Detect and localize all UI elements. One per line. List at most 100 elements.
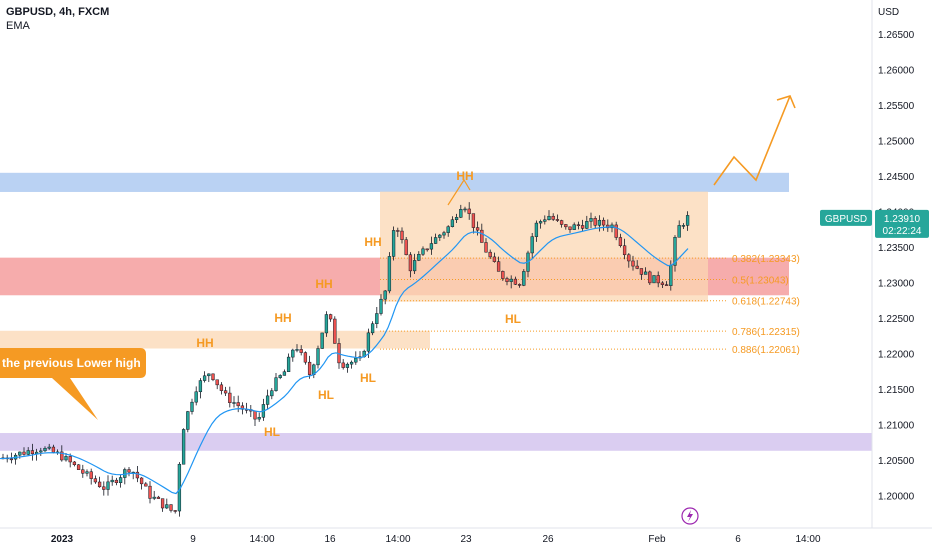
- candle-down: [513, 278, 518, 285]
- symbol-title[interactable]: GBPUSD, 4h, FXCM: [6, 6, 110, 18]
- y-tick: 1.25500: [878, 101, 915, 112]
- candle-up: [282, 371, 287, 376]
- candle-down: [648, 271, 652, 284]
- candle-up: [530, 236, 534, 254]
- candle-down: [127, 469, 131, 473]
- candle-down: [618, 237, 623, 247]
- x-tick: 14:00: [249, 534, 274, 545]
- candle-down: [627, 254, 631, 262]
- candle-up: [64, 456, 68, 461]
- candle-down: [664, 284, 669, 286]
- candle-up: [463, 208, 467, 211]
- structure-label: HL: [360, 371, 376, 385]
- candle-up: [412, 260, 417, 272]
- candle-up: [379, 298, 383, 314]
- structure-label: HL: [318, 388, 334, 402]
- candle-down: [228, 392, 232, 403]
- candle-down: [303, 352, 308, 363]
- candle-up: [291, 349, 295, 358]
- resistance-zone: [0, 172, 789, 192]
- candle-down: [396, 230, 400, 232]
- old-zone: [0, 330, 430, 349]
- y-tick: 1.26500: [878, 30, 915, 41]
- candle-down: [656, 275, 660, 284]
- candle-down: [660, 282, 665, 285]
- candle-down: [580, 225, 585, 229]
- candle-down: [160, 498, 165, 509]
- indicator-label[interactable]: EMA: [6, 20, 30, 32]
- candle-down: [475, 227, 480, 231]
- candle-up: [387, 256, 392, 292]
- y-tick: 1.20000: [878, 492, 915, 503]
- candle-down: [635, 265, 639, 269]
- candle-down: [639, 268, 644, 275]
- x-tick: 9: [190, 534, 196, 545]
- time-axis: [0, 528, 932, 550]
- candle-up: [194, 391, 198, 403]
- bar-countdown: 02:22:24: [883, 226, 922, 237]
- candle-down: [144, 483, 148, 487]
- candle-up: [316, 348, 320, 366]
- candle-down: [400, 230, 404, 240]
- candle-down: [76, 464, 81, 470]
- candle-up: [257, 417, 261, 420]
- candle-down: [614, 224, 618, 238]
- price-badge[interactable]: [875, 209, 929, 238]
- candle-up: [538, 221, 543, 224]
- candle-down: [307, 361, 312, 375]
- candle-up: [417, 254, 421, 261]
- candle-up: [106, 481, 110, 490]
- candle-up: [152, 496, 156, 499]
- candle-down: [173, 510, 177, 512]
- x-tick: 6: [735, 534, 741, 545]
- candle-down: [211, 373, 215, 381]
- candle-up: [459, 209, 463, 218]
- candle-down: [517, 284, 522, 286]
- candle-down: [139, 477, 144, 485]
- lightning-icon[interactable]: [681, 507, 699, 525]
- candle-down: [559, 220, 564, 225]
- candle-up: [433, 237, 438, 244]
- candle-up: [450, 219, 455, 227]
- candle-up: [509, 278, 513, 282]
- candle-up: [547, 215, 551, 221]
- candle-up: [677, 225, 681, 238]
- candle-up: [391, 230, 396, 257]
- x-tick: 16: [324, 534, 336, 545]
- candle-down: [492, 256, 497, 262]
- candle-up: [270, 390, 274, 397]
- candle-down: [631, 260, 635, 267]
- candle-up: [202, 375, 207, 381]
- candle-up: [681, 225, 686, 227]
- candle-down: [60, 451, 64, 461]
- candle-down: [425, 248, 429, 251]
- y-tick: 1.23500: [878, 243, 915, 254]
- candle-down: [555, 219, 560, 221]
- candle-down: [488, 251, 492, 258]
- candle-down: [467, 208, 471, 214]
- candle-up: [320, 332, 324, 349]
- candle-up: [652, 275, 656, 284]
- candle-up: [438, 234, 442, 238]
- candle-up: [534, 222, 539, 237]
- candle-down: [240, 405, 245, 410]
- candle-up: [572, 224, 576, 230]
- candle-down: [219, 384, 224, 391]
- candle-up: [26, 450, 30, 455]
- symbol-badge-text: GBPUSD: [825, 214, 867, 225]
- candle-down: [72, 461, 77, 466]
- candle-up: [669, 265, 673, 286]
- symbol-badge[interactable]: [820, 209, 872, 226]
- candle-down: [404, 239, 408, 256]
- candle-down: [89, 471, 93, 479]
- candle-down: [30, 450, 35, 455]
- candle-up: [278, 375, 282, 378]
- candle-up: [47, 446, 51, 449]
- fib-label: 0.886(1.22061): [732, 345, 800, 356]
- x-tick: 2023: [51, 534, 74, 545]
- candle-up: [685, 215, 690, 226]
- candle-down: [471, 213, 476, 228]
- fib-label: 0.618(1.22743): [732, 297, 800, 308]
- candle-up: [589, 218, 593, 222]
